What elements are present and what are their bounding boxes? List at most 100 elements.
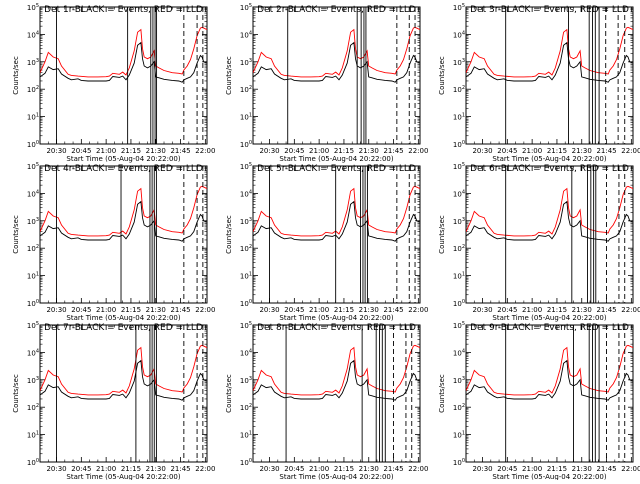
panel-plot-area	[40, 325, 207, 462]
x-tick-label: 21:00	[309, 306, 329, 314]
y-tick-label: 100	[240, 458, 252, 467]
y-tick-label: 105	[240, 3, 252, 12]
y-tick-label: 103	[240, 376, 252, 385]
x-tick-label: 21:00	[522, 465, 542, 473]
y-tick-label: 100	[27, 299, 39, 308]
x-tick-label: 21:30	[572, 147, 592, 155]
y-tick-label: 103	[240, 217, 252, 226]
y-tick-label: 100	[453, 458, 465, 467]
plot-frame	[465, 6, 634, 145]
plot-frame	[252, 6, 421, 145]
y-axis-label: Counts/sec	[225, 56, 233, 95]
x-tick-label: 22:00	[408, 465, 428, 473]
x-tick-label: 21:15	[334, 306, 354, 314]
events-series-line	[40, 41, 207, 83]
panel-title: Det 2r-BLACK = Events, RED = LLD	[257, 5, 416, 15]
y-tick-label: 102	[453, 403, 465, 412]
y-tick-label: 102	[453, 244, 465, 253]
x-axis-label: Start Time (05-Aug-04 20:22:00)	[492, 155, 606, 163]
x-tick-label: 21:30	[146, 306, 166, 314]
x-tick-label: 21:45	[170, 147, 190, 155]
x-tick-label: 21:30	[359, 147, 379, 155]
x-tick-label: 20:30	[472, 306, 492, 314]
y-tick-label: 101	[27, 272, 39, 281]
x-tick-label: 20:30	[259, 465, 279, 473]
x-tick-label: 21:15	[334, 465, 354, 473]
y-tick-label: 101	[240, 272, 252, 281]
x-axis-label: Start Time (05-Aug-04 20:22:00)	[279, 473, 393, 480]
y-tick-label: 105	[27, 3, 39, 12]
x-tick-label: 20:30	[472, 465, 492, 473]
x-tick-label: 21:30	[359, 465, 379, 473]
y-tick-label: 101	[453, 113, 465, 122]
panel-title: Det 6r-BLACK = Events, RED = LLD	[470, 164, 629, 174]
y-tick-label: 104	[453, 30, 465, 39]
lld-series-line	[40, 185, 207, 237]
y-axis-label: Counts/sec	[225, 374, 233, 413]
y-tick-label: 103	[453, 217, 465, 226]
y-tick-label: 105	[453, 3, 465, 12]
panel-plot-area	[253, 166, 420, 303]
panel-title: Det 9r-BLACK = Events, RED = LLD	[470, 323, 629, 333]
y-tick-label: 105	[240, 162, 252, 171]
x-axis-label: Start Time (05-Aug-04 20:22:00)	[492, 314, 606, 322]
x-tick-label: 22:00	[195, 147, 215, 155]
x-tick-label: 20:30	[472, 147, 492, 155]
x-tick-label: 21:15	[121, 465, 141, 473]
y-axis-label: Counts/sec	[225, 215, 233, 254]
y-axis-label: Counts/sec	[12, 215, 20, 254]
plot-frame	[252, 165, 421, 304]
x-tick-label: 21:00	[96, 306, 116, 314]
y-tick-label: 102	[240, 403, 252, 412]
x-tick-label: 21:00	[309, 147, 329, 155]
lld-series-line	[466, 344, 633, 396]
y-tick-label: 100	[453, 299, 465, 308]
plot-frame	[39, 6, 208, 145]
y-tick-label: 101	[453, 272, 465, 281]
y-tick-label: 103	[453, 376, 465, 385]
x-tick-label: 21:30	[359, 306, 379, 314]
panel-plot-area	[466, 7, 633, 144]
y-tick-label: 103	[27, 58, 39, 67]
events-series-line	[466, 359, 633, 401]
y-axis-label: Counts/sec	[438, 56, 446, 95]
x-tick-label: 20:30	[46, 465, 66, 473]
y-tick-label: 105	[27, 321, 39, 330]
y-tick-label: 103	[453, 58, 465, 67]
y-tick-label: 100	[240, 140, 252, 149]
panel-title: Det 8r-BLACK = Events, RED = LLD	[257, 323, 416, 333]
x-tick-label: 21:00	[309, 465, 329, 473]
lld-series-line	[466, 26, 633, 78]
x-tick-label: 20:45	[71, 147, 91, 155]
x-tick-label: 21:45	[596, 147, 616, 155]
x-axis-label: Start Time (05-Aug-04 20:22:00)	[279, 155, 393, 163]
panel-5: Det 5r-BLACK = Events, RED = LLD 100 101 10…	[225, 162, 428, 322]
x-tick-label: 20:45	[497, 306, 517, 314]
x-tick-label: 21:45	[596, 306, 616, 314]
x-tick-label: 21:15	[121, 147, 141, 155]
y-tick-label: 100	[240, 299, 252, 308]
y-tick-label: 101	[240, 431, 252, 440]
x-tick-label: 22:00	[195, 465, 215, 473]
panel-2: Det 2r-BLACK = Events, RED = LLD 100 101 10…	[225, 3, 428, 163]
plot-frame	[39, 324, 208, 463]
x-tick-label: 21:15	[121, 306, 141, 314]
events-series-line	[40, 200, 207, 242]
x-tick-label: 21:00	[96, 147, 116, 155]
y-tick-label: 101	[240, 113, 252, 122]
x-tick-label: 21:45	[170, 465, 190, 473]
y-tick-label: 105	[453, 321, 465, 330]
y-tick-label: 105	[453, 162, 465, 171]
y-tick-label: 103	[27, 217, 39, 226]
x-tick-label: 21:45	[383, 465, 403, 473]
panel-plot-area	[466, 166, 633, 303]
y-tick-label: 101	[27, 431, 39, 440]
y-tick-label: 100	[27, 458, 39, 467]
x-tick-label: 21:30	[146, 147, 166, 155]
panel-plot-area	[40, 7, 207, 144]
x-tick-label: 21:45	[170, 306, 190, 314]
x-tick-label: 21:00	[96, 465, 116, 473]
events-series-line	[466, 200, 633, 242]
panel-7: Det 7r-BLACK = Events, RED = LLD 100 101 10…	[12, 321, 215, 481]
x-tick-label: 20:45	[284, 147, 304, 155]
